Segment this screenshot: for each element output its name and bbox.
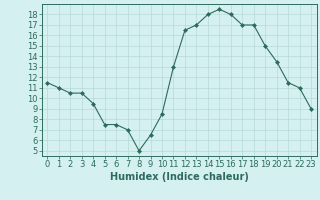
X-axis label: Humidex (Indice chaleur): Humidex (Indice chaleur) [110, 172, 249, 182]
